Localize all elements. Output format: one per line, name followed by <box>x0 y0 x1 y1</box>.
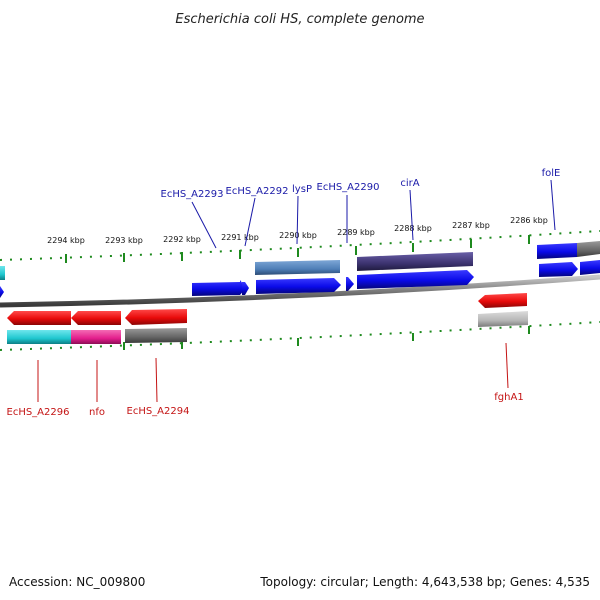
cog-bar-cira <box>357 252 473 271</box>
gene-label-echs-a2292: EcHS_A2292 <box>226 186 289 197</box>
cds-arrow-echs-a2292 <box>242 282 249 295</box>
forward-cog-bars <box>0 241 600 280</box>
bottom-leader-lines <box>37 342 509 403</box>
cds-arrow-left-edge <box>0 286 4 298</box>
gene-label-nfo: nfo <box>89 407 105 418</box>
kbp-label: 2286 kbp <box>510 216 548 225</box>
cog-bar-lysp <box>0 266 5 280</box>
gene-label-cira: cirA <box>400 178 419 189</box>
kbp-label: 2293 kbp <box>105 236 143 245</box>
forward-cds-arrows <box>0 260 600 298</box>
cds-arrow-fole <box>539 262 578 277</box>
genome-backbone <box>0 274 600 308</box>
cds-arrow-echs-a2293 <box>192 280 246 296</box>
cog-bar-echs-a2296 <box>7 330 71 344</box>
accession-text: Accession: NC_009800 <box>9 575 145 589</box>
top-gene-labels: EcHS_A2293 EcHS_A2292 lysP EcHS_A2290 ci… <box>161 168 561 200</box>
cog-bar-lysp <box>255 260 340 275</box>
kbp-label: 2292 kbp <box>163 235 201 244</box>
cds-arrow-fole <box>580 260 600 275</box>
reverse-cog-bars <box>7 311 528 344</box>
gene-label-echs-a2294: EcHS_A2294 <box>127 406 190 417</box>
genome-summary-text: Topology: circular; Length: 4,643,538 bp… <box>259 575 590 589</box>
cog-bar-fole <box>577 241 600 257</box>
kbp-label: 2290 kbp <box>279 231 317 240</box>
cds-arrow-cira <box>357 270 474 289</box>
kbp-label: 2289 kbp <box>337 228 375 237</box>
cds-arrow-echs-a2290 <box>346 277 354 291</box>
gene-label-fghah1: fghA1 <box>494 392 523 403</box>
cog-bar-fole <box>537 243 577 259</box>
cog-bar-fghah1 <box>478 311 528 327</box>
kbp-label: 2294 kbp <box>47 236 85 245</box>
cds-arrow-echs-a2296 <box>7 311 71 325</box>
top-kbp-labels: 2294 kbp 2293 kbp 2292 kbp 2291 kbp 2290… <box>47 216 548 245</box>
top-tick-ruler <box>0 230 600 261</box>
cds-arrow-lysp <box>256 278 341 294</box>
kbp-label: 2291 kbp <box>221 233 259 242</box>
gene-label-fole: folE <box>542 168 561 179</box>
bottom-gene-labels: EcHS_A2296 nfo EcHS_A2294 fghA1 <box>7 392 524 418</box>
kbp-label: 2288 kbp <box>394 224 432 233</box>
top-leader-lines <box>191 179 556 249</box>
top-major-ticks <box>65 235 530 263</box>
cds-arrow-nfo <box>71 311 121 325</box>
cds-arrow-echs-a2294 <box>125 309 187 325</box>
gene-label-lysp: lysP <box>292 184 312 195</box>
reverse-cds-arrows <box>7 293 527 325</box>
cog-bar-echs-a2294 <box>125 328 187 343</box>
cds-arrow-fghah1 <box>478 293 527 308</box>
cog-bar-nfo <box>71 330 121 344</box>
map-title: Escherichia coli HS, complete genome <box>175 12 424 27</box>
gene-label-echs-a2293: EcHS_A2293 <box>161 189 224 200</box>
gene-label-echs-a2296: EcHS_A2296 <box>7 407 70 418</box>
kbp-label: 2287 kbp <box>452 221 490 230</box>
bottom-major-ticks <box>123 326 530 350</box>
gene-label-echs-a2290: EcHS_A2290 <box>317 182 380 193</box>
bottom-tick-ruler <box>0 321 600 351</box>
